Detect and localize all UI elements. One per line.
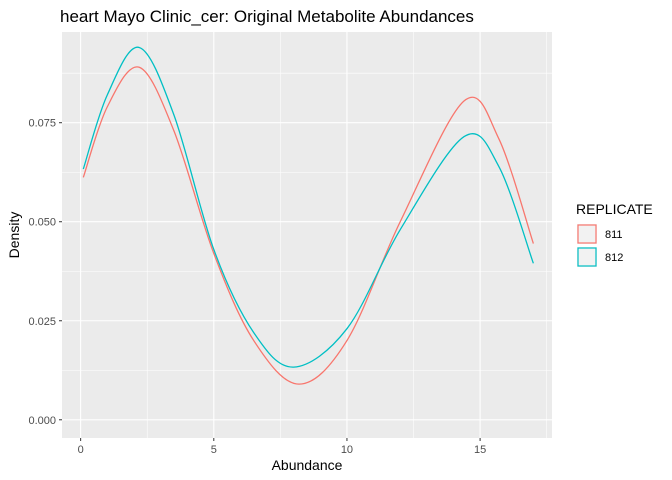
x-tick-label: 10 [341,444,353,456]
minor-gridlines [62,32,552,438]
legend-swatch-812 [577,247,597,267]
x-tick-label: 15 [474,444,486,456]
legend-label-811: 811 [605,229,623,241]
y-tick-label: 0.025 [28,316,56,328]
x-tick-label: 5 [211,444,217,456]
series-line-812 [82,46,534,368]
legend-title: REPLICATE [576,201,653,217]
axis-ticks [59,122,481,441]
legend: REPLICATE 811 812 [576,201,653,267]
legend-key-812 [577,247,597,267]
x-tick-label: 0 [78,444,84,456]
legend-key-811 [577,224,597,244]
x-axis-title: Abundance [272,457,343,473]
y-tick-label: 0.050 [28,217,56,229]
plot-panel [62,32,552,438]
legend-swatch-811 [577,224,597,244]
chart-title: heart Mayo Clinic_cer: Original Metaboli… [60,7,474,26]
y-axis-title: Density [6,212,22,259]
major-gridlines [62,32,552,438]
y-tick-label: 0.000 [28,415,56,427]
series-line-811 [82,66,534,385]
y-tick-label: 0.075 [28,118,56,130]
series-lines [82,46,534,385]
tick-labels: 0 5 10 15 0.000 0.025 0.050 0.075 [28,118,486,456]
legend-label-812: 812 [605,252,623,264]
